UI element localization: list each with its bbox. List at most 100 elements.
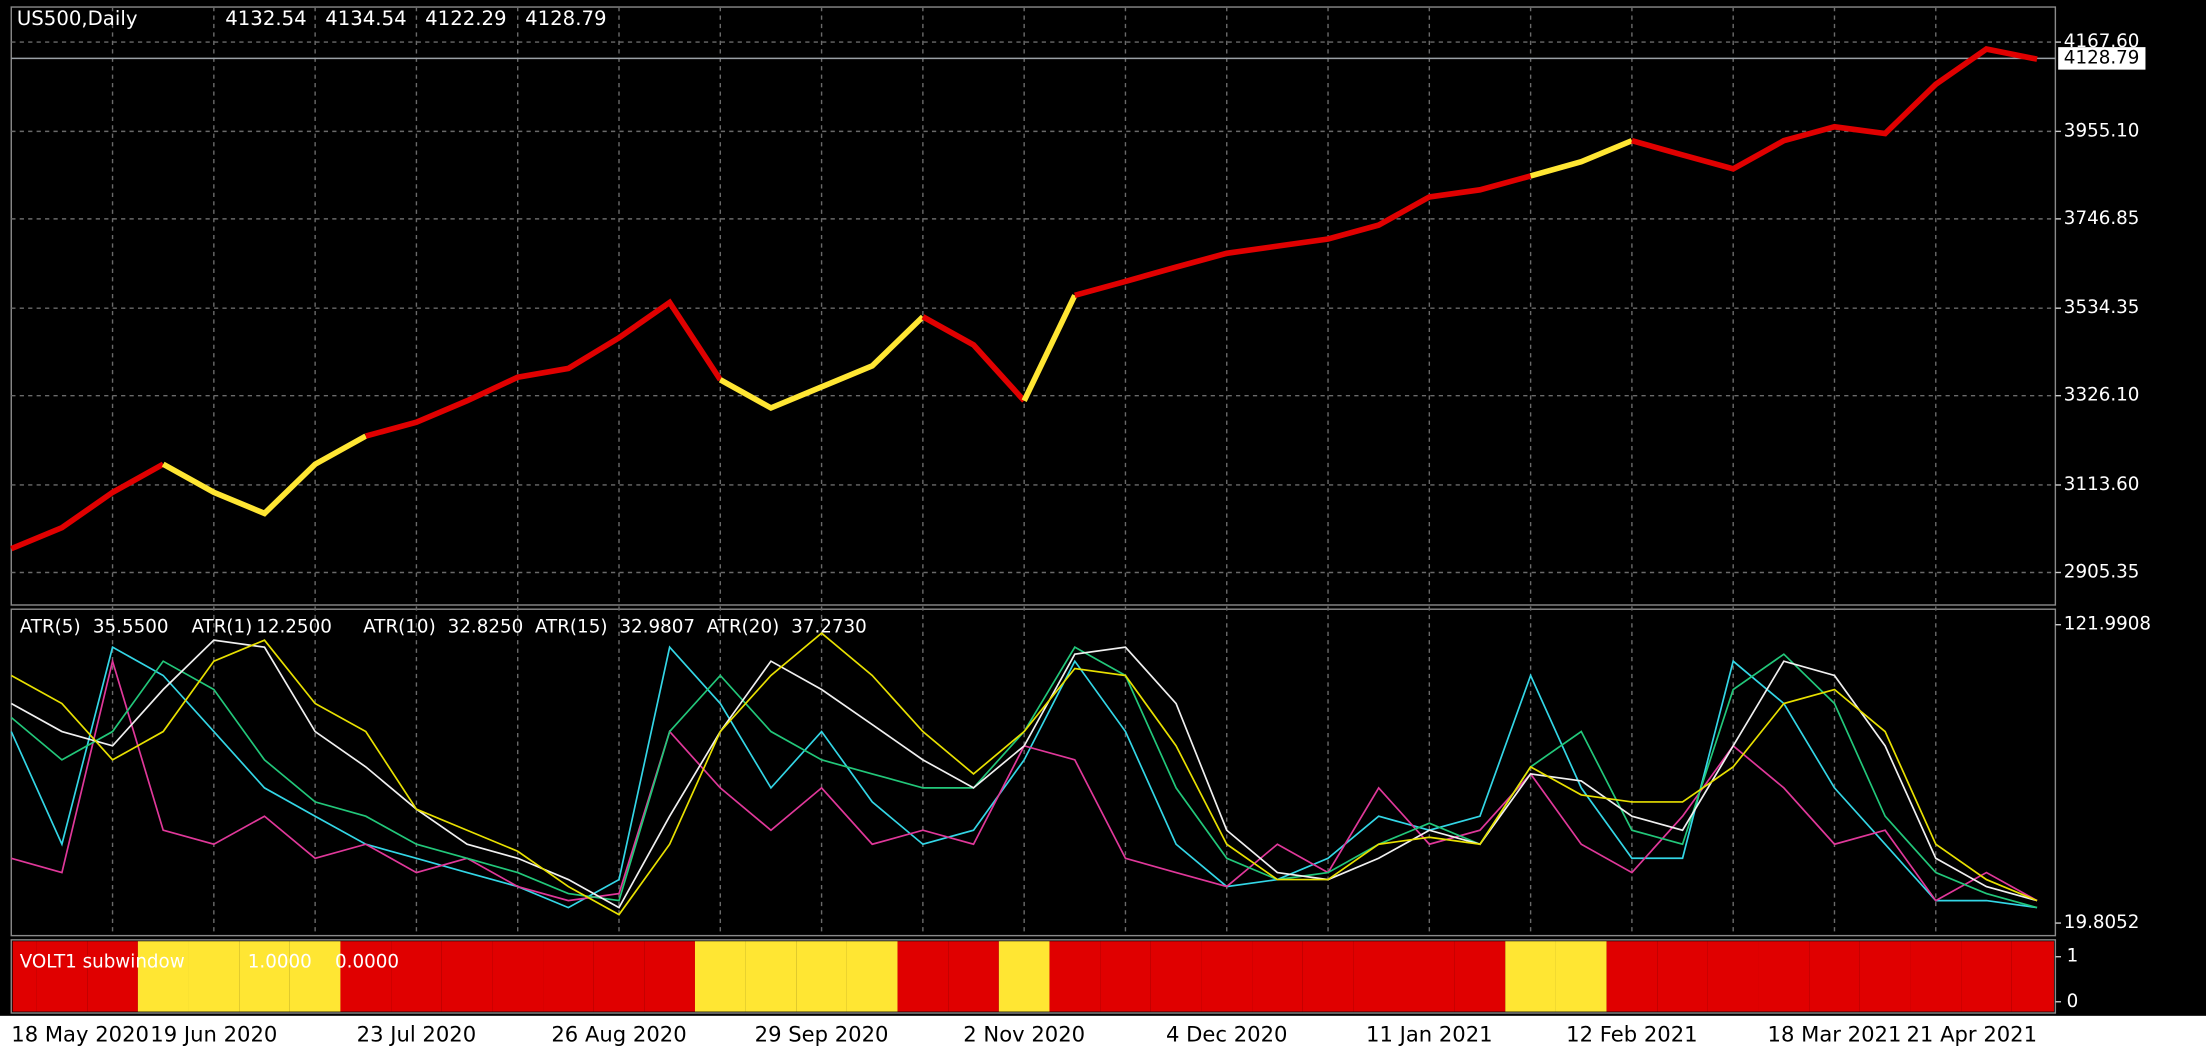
price-line (1529, 138, 1633, 179)
regime-block (897, 941, 949, 1012)
price-line (365, 298, 723, 439)
regime-block (36, 941, 88, 1012)
legend-value: 12.2500 (256, 617, 332, 638)
regime-block (188, 941, 240, 1012)
volt-panel (10, 939, 2057, 1014)
x-axis-strip (0, 1015, 2206, 1051)
y-tick-label: 4167.60 (2064, 31, 2140, 52)
regime-block (239, 941, 290, 1012)
marks: 4167.60 3955.10 3746.85 3534.35 3326.10 3113.… (0, 7, 2206, 1051)
price-line (10, 461, 165, 552)
regime-block (644, 941, 695, 1012)
volt-name: VOLT1 subwindow (20, 951, 185, 972)
price-line (1074, 173, 1532, 299)
x-tick-label: 18 Mar 2021 (1768, 1022, 1902, 1047)
regime-block (1961, 941, 2012, 1012)
legend-name: ATR(20) (707, 617, 780, 638)
y-tick-label: 1 (2067, 946, 2079, 967)
regime-block (1454, 941, 1506, 1012)
y-tick-label: 3113.60 (2064, 474, 2140, 495)
x-tick-label: 23 Jul 2020 (357, 1022, 477, 1047)
atr-line (10, 639, 2038, 909)
price-line (718, 314, 925, 412)
regime-block (441, 941, 493, 1012)
atr-panel (10, 608, 2057, 937)
x-tick-label: 19 Jun 2020 (150, 1022, 277, 1047)
y-tick-label: 2905.35 (2064, 561, 2140, 582)
regime-block (1809, 941, 1860, 1012)
regime-block (1657, 941, 1708, 1012)
regime-block (1353, 941, 1405, 1012)
regime-block (1150, 941, 1202, 1012)
regime-block (1201, 941, 1253, 1012)
y-tick-label: 19.8052 (2064, 912, 2140, 933)
ohlc-value: 4122.29 (425, 7, 506, 30)
legend-value: 32.8250 (448, 617, 524, 638)
regime-block (1252, 941, 1303, 1012)
x-tick-label: 2 Nov 2020 (963, 1022, 1085, 1047)
x-tick-label: 18 May 2020 (11, 1022, 149, 1047)
regime-block (1758, 941, 1810, 1012)
regime-block (1505, 941, 1556, 1012)
regime-block (1910, 941, 1962, 1012)
regime-block (391, 941, 442, 1012)
legend-value: 32.9807 (619, 617, 695, 638)
price-panel (10, 6, 2057, 606)
atr-line (10, 632, 2038, 916)
regime-block (948, 941, 999, 1012)
volt-value: 1.0000 (248, 951, 312, 972)
y-tick-label: 3534.35 (2064, 297, 2140, 318)
regime-block (492, 941, 544, 1012)
regime-block (998, 941, 1050, 1012)
ohlc-value: 4132.54 (225, 7, 306, 30)
y-tick-label: 3955.10 (2064, 120, 2140, 141)
regime-block (1555, 941, 1607, 1012)
regime-block (1859, 941, 1911, 1012)
regime-block (289, 941, 341, 1012)
last-price-label: 4128.79 (2064, 47, 2140, 68)
regime-block (340, 941, 392, 1012)
regime-block (87, 941, 138, 1012)
regime-block (846, 941, 898, 1012)
legend-name: ATR(5) (20, 617, 81, 638)
price-line (161, 433, 368, 517)
y-tick-label: 0 (2067, 991, 2079, 1012)
regime-block (796, 941, 847, 1012)
regime-block (1100, 941, 1151, 1012)
price-line (1631, 46, 2038, 172)
volt-value: 0.0000 (335, 951, 399, 972)
symbol: US500,Daily (17, 7, 138, 30)
x-tick-label: 12 Feb 2021 (1566, 1022, 1697, 1047)
legend-value: 37.2730 (791, 617, 867, 638)
regime-block (1606, 941, 1658, 1012)
x-tick-label: 4 Dec 2020 (1166, 1022, 1287, 1047)
price-line (1021, 294, 1078, 402)
y-tick-label: 121.9908 (2064, 614, 2151, 635)
price-line (921, 314, 1027, 403)
legend-name: ATR(1) (191, 617, 252, 638)
ohlc-value: 4134.54 (325, 7, 406, 30)
regime-block (694, 941, 746, 1012)
regime-block (12, 941, 37, 1012)
x-tick-label: 21 Apr 2021 (1906, 1022, 2037, 1047)
x-tick-label: 29 Sep 2020 (755, 1022, 889, 1047)
regime-block (2011, 941, 2054, 1012)
x-tick-label: 26 Aug 2020 (551, 1022, 686, 1047)
y-tick-label: 3326.10 (2064, 385, 2140, 406)
legend-name: ATR(15) (535, 617, 608, 638)
regime-block (1302, 941, 1354, 1012)
regime-block (745, 941, 797, 1012)
regime-block (593, 941, 645, 1012)
y-tick-label: 3746.85 (2064, 208, 2140, 229)
x-tick-label: 11 Jan 2021 (1366, 1022, 1493, 1047)
regime-block (543, 941, 594, 1012)
ohlc-value: 4128.79 (525, 7, 606, 30)
regime-block (1404, 941, 1455, 1012)
last-price-box (2058, 47, 2146, 70)
regime-block (1049, 941, 1101, 1012)
legend-name: ATR(10) (363, 617, 436, 638)
legend-value: 35.5500 (93, 617, 169, 638)
regime-block (137, 941, 189, 1012)
